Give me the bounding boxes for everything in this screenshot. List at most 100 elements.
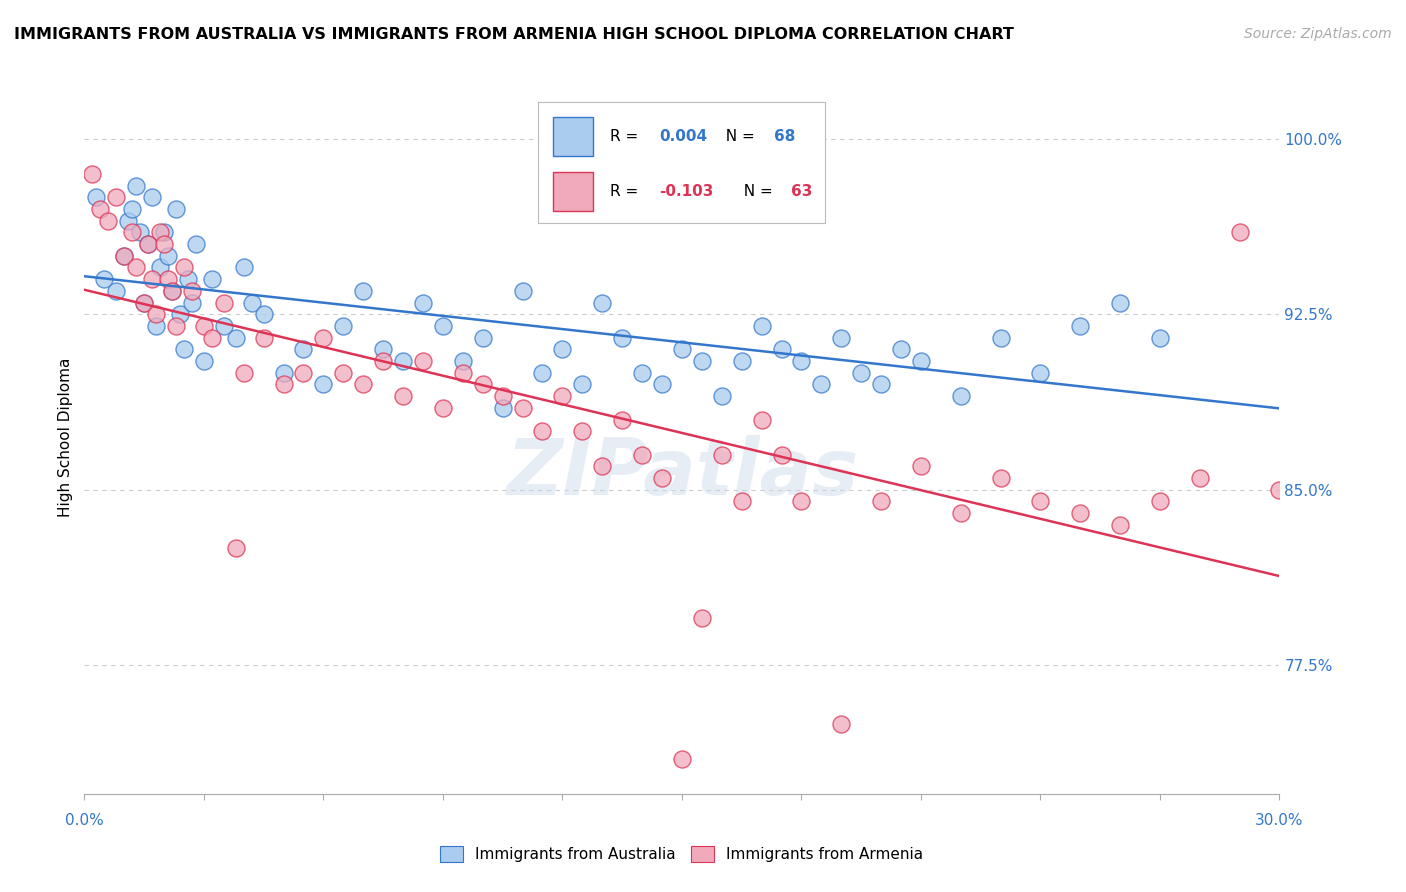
- Point: [612, 331, 634, 345]
- Point: [145, 307, 167, 321]
- Point: [451, 354, 474, 368]
- Point: [571, 424, 593, 438]
- Point: [690, 611, 713, 625]
- Point: [97, 213, 120, 227]
- Point: [105, 284, 128, 298]
- Text: Source: ZipAtlas.com: Source: ZipAtlas.com: [1244, 27, 1392, 41]
- Point: [153, 237, 176, 252]
- Point: [173, 260, 195, 275]
- Point: [990, 471, 1012, 485]
- Point: [352, 377, 374, 392]
- Point: [631, 366, 654, 380]
- Point: [212, 295, 235, 310]
- Point: [770, 448, 793, 462]
- Point: [149, 260, 172, 275]
- Point: [253, 331, 276, 345]
- Point: [1229, 225, 1251, 239]
- Point: [551, 389, 574, 403]
- Point: [312, 377, 335, 392]
- Point: [292, 366, 315, 380]
- Point: [177, 272, 200, 286]
- Point: [160, 284, 183, 298]
- Point: [165, 202, 187, 216]
- Point: [181, 284, 204, 298]
- Point: [332, 318, 354, 333]
- Point: [471, 331, 494, 345]
- Point: [651, 377, 673, 392]
- Point: [990, 331, 1012, 345]
- Point: [790, 354, 813, 368]
- Point: [710, 448, 733, 462]
- Y-axis label: High School Diploma: High School Diploma: [58, 358, 73, 516]
- Point: [1029, 494, 1052, 508]
- Point: [451, 366, 474, 380]
- Point: [105, 190, 128, 204]
- Point: [273, 366, 295, 380]
- Point: [93, 272, 115, 286]
- Point: [173, 343, 195, 357]
- Point: [193, 354, 215, 368]
- Point: [141, 190, 163, 204]
- Point: [531, 424, 554, 438]
- Point: [136, 237, 159, 252]
- Point: [232, 260, 254, 275]
- Point: [273, 377, 295, 392]
- Point: [129, 225, 152, 239]
- Point: [232, 366, 254, 380]
- Point: [870, 377, 893, 392]
- Point: [690, 354, 713, 368]
- Point: [332, 366, 354, 380]
- Point: [751, 318, 773, 333]
- Point: [373, 343, 395, 357]
- Point: [770, 343, 793, 357]
- Point: [212, 318, 235, 333]
- Point: [870, 494, 893, 508]
- Point: [432, 318, 454, 333]
- Point: [412, 295, 434, 310]
- Point: [89, 202, 111, 216]
- Point: [392, 389, 415, 403]
- Point: [169, 307, 191, 321]
- Point: [157, 249, 180, 263]
- Point: [184, 237, 207, 252]
- Text: 30.0%: 30.0%: [1256, 814, 1303, 828]
- Point: [160, 284, 183, 298]
- Point: [551, 343, 574, 357]
- Point: [810, 377, 832, 392]
- Text: ZIPatlas: ZIPatlas: [506, 434, 858, 511]
- Point: [830, 716, 852, 731]
- Point: [671, 752, 693, 766]
- Point: [253, 307, 276, 321]
- Point: [890, 343, 912, 357]
- Point: [225, 331, 247, 345]
- Point: [512, 284, 534, 298]
- Point: [432, 401, 454, 415]
- Point: [731, 494, 754, 508]
- Point: [392, 354, 415, 368]
- Point: [86, 190, 108, 204]
- Point: [157, 272, 180, 286]
- Point: [121, 225, 143, 239]
- Point: [651, 471, 673, 485]
- Point: [201, 272, 224, 286]
- Point: [471, 377, 494, 392]
- Point: [492, 401, 515, 415]
- Point: [1109, 295, 1132, 310]
- Point: [1149, 331, 1171, 345]
- Point: [851, 366, 873, 380]
- Point: [591, 295, 613, 310]
- Point: [949, 506, 972, 520]
- Point: [1109, 517, 1132, 532]
- Point: [1069, 506, 1091, 520]
- Point: [612, 412, 634, 426]
- Point: [531, 366, 554, 380]
- Point: [910, 459, 932, 474]
- Point: [193, 318, 215, 333]
- Point: [201, 331, 224, 345]
- Point: [125, 178, 148, 193]
- Point: [751, 412, 773, 426]
- Point: [731, 354, 754, 368]
- Point: [117, 213, 139, 227]
- Legend: Immigrants from Australia, Immigrants from Armenia: Immigrants from Australia, Immigrants fr…: [434, 840, 929, 868]
- Point: [949, 389, 972, 403]
